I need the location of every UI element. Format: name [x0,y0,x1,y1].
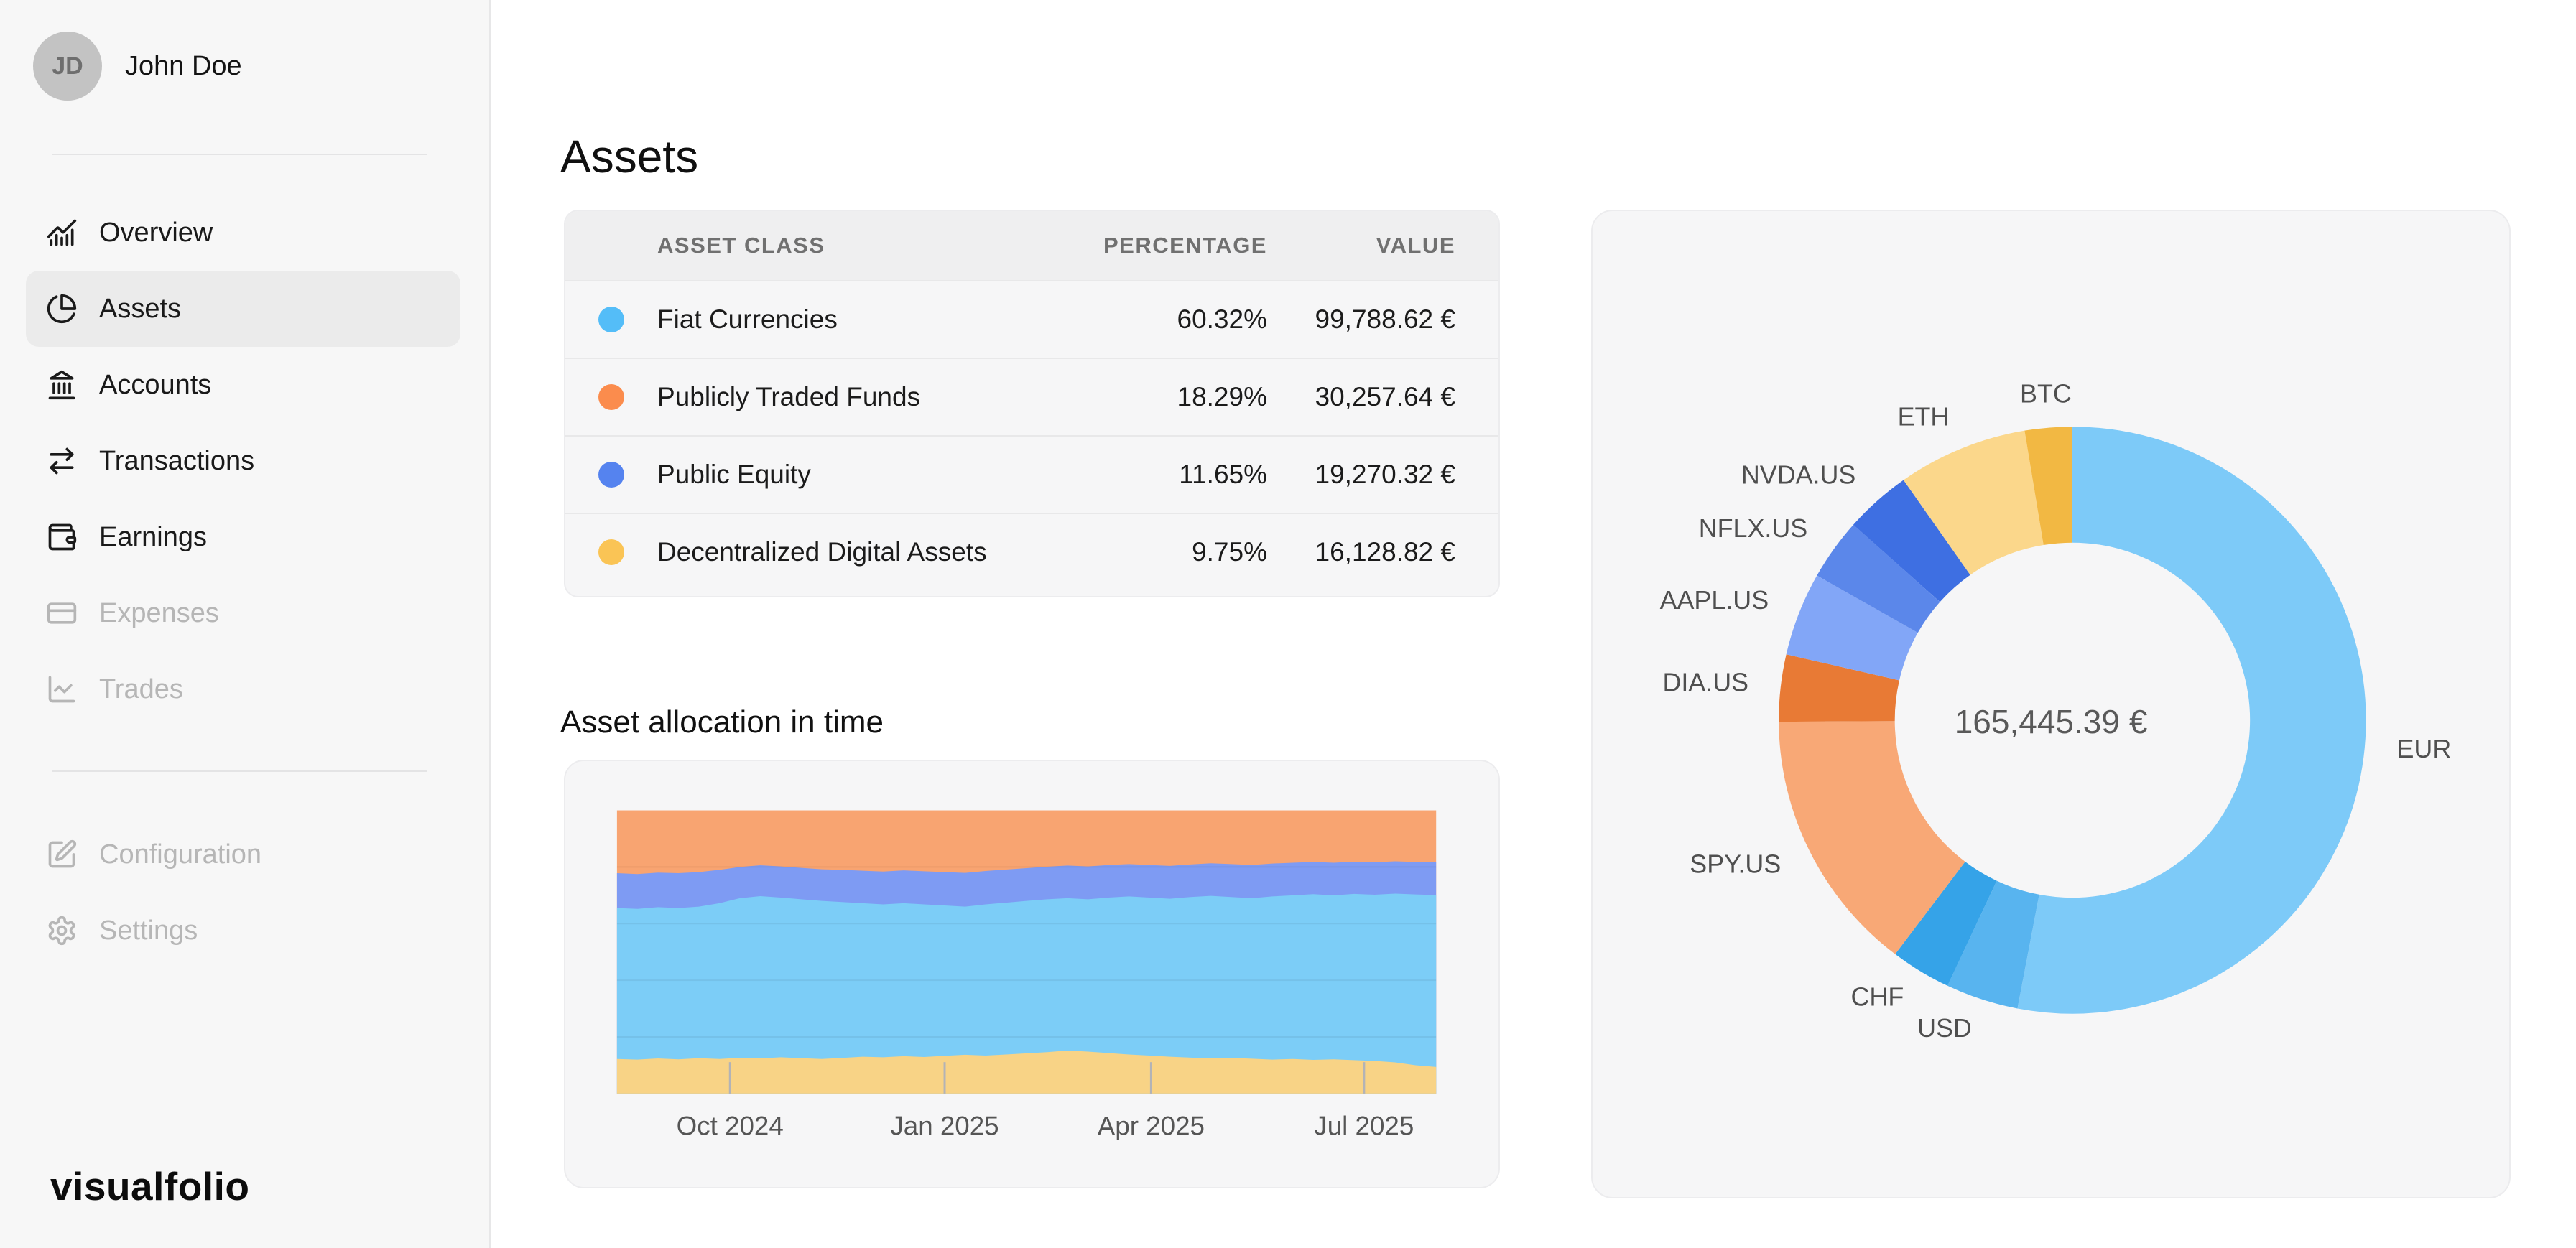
sidebar-item-overview[interactable]: Overview [26,195,460,271]
sidebar-secondary-menu: Configuration Settings [26,816,460,969]
donut-slice-label-btc: BTC [2020,379,2072,408]
asset-class-name: Publicly Traded Funds [657,382,921,411]
donut-total-value: 165,445.39 € [1954,703,2148,740]
donut-slice-dia-us[interactable] [1779,654,1900,722]
asset-donut-chart-card: EUR USD CHF SPY.US DIA.US AAPL.US NFLX.US NVDA.… [1591,210,2511,1198]
donut-slice-label-dia-us: DIA.US [1663,668,1749,697]
pie-chart-icon [47,294,77,324]
line-chart-icon [48,676,75,703]
donut-slice-label-aapl-us: AAPL.US [1660,586,1769,615]
avatar: JD [33,32,102,101]
sidebar-item-label: Configuration [99,839,262,870]
donut-slice-usd[interactable] [1947,880,2041,1009]
allocation-area-chart: Oct 2024 Jan 2025 Apr 2025 Jul 2025 [616,810,1437,1140]
asset-class-percentage: 18.29% [1177,382,1268,411]
asset-class-dot [565,462,657,488]
asset-class-value: 19,270.32 € [1315,460,1455,489]
donut-slice-spy-us[interactable] [1779,720,1966,954]
table-row-publicly-traded-funds: Publicly Traded Funds 18.29% 30,257.64 € [565,358,1498,435]
sidebar-item-label: Transactions [99,445,255,476]
donut-slice-btc[interactable] [2024,427,2074,546]
asset-class-percentage: 11.65% [1179,460,1267,489]
sidebar-item-label: Trades [99,674,183,704]
sidebar-item-settings: Settings [26,893,460,969]
credit-card-icon [47,602,77,624]
table-row-decentralized-digital-assets: Decentralized Digital Assets 9.75% 16,128.… [565,513,1498,590]
donut-slice-eth[interactable] [1903,430,2045,576]
area-layer-fiat-currencies [616,893,1437,1094]
asset-class-dot [565,307,657,332]
edit-icon [48,839,77,868]
allocation-area-chart-card: Oct 2024 Jan 2025 Apr 2025 Jul 2025 [564,760,1500,1188]
sidebar-item-label: Settings [99,915,198,946]
table-header-value: VALUE [1376,233,1455,258]
table-header-row: ASSET CLASS PERCENTAGE VALUE [565,211,1498,280]
table-row-public-equity: Public Equity 11.65% 19,270.32 € [565,435,1498,513]
sidebar-item-transactions[interactable]: Transactions [26,423,460,499]
table-row-fiat-currencies: Fiat Currencies 60.32% 99,788.62 € [565,280,1498,358]
asset-class-percentage: 9.75% [1192,537,1267,567]
bank-icon [48,370,75,400]
table-header-asset-class: ASSET CLASS [657,233,825,258]
sidebar-item-trades: Trades [26,651,460,727]
trend-chart-icon [47,219,77,246]
user-profile[interactable]: JD John Doe [33,32,242,101]
asset-class-value: 30,257.64 € [1315,382,1455,411]
donut-slice-chf[interactable] [1895,861,1998,986]
donut-slice-eur[interactable] [2017,427,2366,1014]
transfer-icon [50,447,74,475]
donut-slice-nflx-us[interactable] [1817,524,1941,634]
asset-class-name: Fiat Currencies [657,304,838,334]
page-title: Assets [560,130,699,182]
app-logo: visualfolio [50,1164,250,1209]
asset-class-value: 99,788.62 € [1315,304,1455,334]
donut-slice-label-nflx-us: NFLX.US [1699,514,1808,543]
sidebar-item-assets[interactable]: Assets [26,271,460,347]
main-content: Assets ASSET CLASS PERCENTAGE VALUE Fiat… [491,0,2576,1248]
sidebar-item-expenses: Expenses [26,575,460,651]
asset-class-dot [565,539,657,565]
sidebar-item-accounts[interactable]: Accounts [26,347,460,423]
donut-slice-label-nvda-us: NVDA.US [1741,461,1855,490]
asset-class-name: Public Equity [657,460,811,489]
donut-slice-label-usd: USD [1917,1014,1972,1043]
asset-donut-chart: EUR USD CHF SPY.US DIA.US AAPL.US NFLX.US NVDA.… [1660,379,2452,1043]
area-layer-decentralized-digital-assets [616,1050,1437,1094]
sidebar: JD John Doe Overview Assets Accounts Transa… [0,0,491,1248]
asset-class-dot [565,384,657,410]
donut-slice-label-chf: CHF [1851,983,1904,1012]
sidebar-item-label: Overview [99,217,213,248]
asset-class-value: 16,128.82 € [1315,537,1455,567]
table-body: Fiat Currencies 60.32% 99,788.62 € Publicly… [565,280,1498,590]
sidebar-divider-bottom [52,770,427,772]
x-axis-label: Jul 2025 [1314,1111,1414,1140]
x-axis-label: Oct 2024 [677,1111,784,1140]
gear-icon [48,916,75,946]
donut-slice-label-eur: EUR [2396,735,2451,763]
wallet-icon [48,523,77,551]
donut-slice-label-spy-us: SPY.US [1690,849,1781,878]
donut-slice-label-eth: ETH [1898,403,1950,432]
sidebar-item-earnings[interactable]: Earnings [26,499,460,575]
donut-slice-aapl-us[interactable] [1786,575,1919,681]
sidebar-item-label: Expenses [99,597,219,628]
sidebar-item-label: Earnings [99,521,207,552]
sidebar-item-configuration: Configuration [26,816,460,893]
donut-slice-nvda-us[interactable] [1853,480,1972,603]
asset-class-table: ASSET CLASS PERCENTAGE VALUE Fiat Curren… [564,210,1500,597]
user-name: John Doe [125,50,242,81]
sidebar-divider-top [52,154,427,155]
x-axis-label: Apr 2025 [1098,1111,1205,1140]
asset-class-name: Decentralized Digital Assets [657,537,987,567]
section-title-allocation: Asset allocation in time [560,704,884,740]
sidebar-item-label: Assets [99,293,182,324]
asset-class-percentage: 60.32% [1177,304,1268,334]
sidebar-menu: Overview Assets Accounts Transactions Earnin… [26,195,460,727]
x-axis-label: Jan 2025 [890,1111,999,1140]
table-header-percentage: PERCENTAGE [1103,233,1267,258]
sidebar-item-label: Accounts [99,369,212,400]
